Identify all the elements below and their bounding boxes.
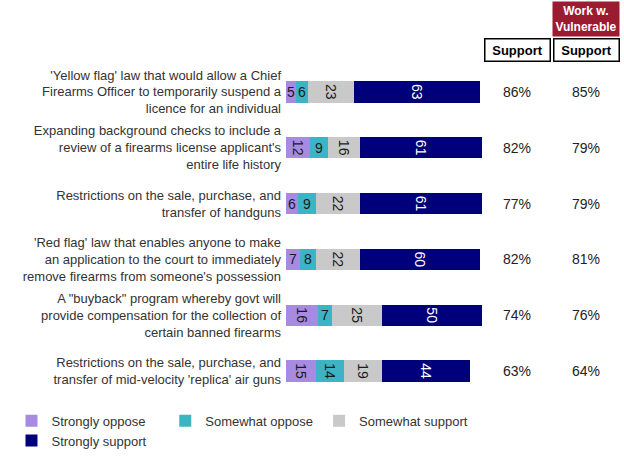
svg-text:63%: 63% bbox=[503, 363, 531, 379]
svg-text:7: 7 bbox=[321, 307, 329, 323]
svg-text:9: 9 bbox=[303, 196, 311, 212]
svg-text:85%: 85% bbox=[572, 84, 600, 100]
svg-text:60: 60 bbox=[412, 252, 428, 268]
svg-text:Somewhat oppose: Somewhat oppose bbox=[205, 414, 313, 429]
svg-text:Work w.Vulnerable: Work w.Vulnerable bbox=[555, 4, 616, 34]
svg-text:79%: 79% bbox=[572, 140, 600, 156]
svg-text:64%: 64% bbox=[572, 363, 600, 379]
svg-text:86%: 86% bbox=[503, 84, 531, 100]
svg-text:61: 61 bbox=[413, 140, 429, 156]
svg-text:22: 22 bbox=[330, 196, 346, 212]
svg-text:6: 6 bbox=[298, 84, 306, 100]
svg-text:Expanding background checks to: Expanding background checks to include a… bbox=[34, 123, 282, 172]
svg-text:63: 63 bbox=[409, 84, 425, 100]
svg-text:Strongly support: Strongly support bbox=[51, 434, 146, 449]
svg-text:8: 8 bbox=[304, 251, 312, 267]
svg-text:23: 23 bbox=[323, 84, 339, 100]
svg-text:12: 12 bbox=[290, 140, 306, 156]
svg-text:19: 19 bbox=[355, 363, 371, 379]
svg-text:16: 16 bbox=[294, 307, 310, 323]
svg-text:61: 61 bbox=[413, 196, 429, 212]
svg-text:14: 14 bbox=[322, 363, 338, 379]
svg-text:'Red flag' law that enables an: 'Red flag' law that enables anyone to ma… bbox=[23, 235, 282, 284]
svg-text:77%: 77% bbox=[503, 196, 531, 212]
svg-text:76%: 76% bbox=[572, 307, 600, 323]
svg-text:22: 22 bbox=[330, 252, 346, 268]
svg-text:Restrictions on the sale, purc: Restrictions on the sale, purchase, andt… bbox=[54, 355, 282, 387]
svg-text:Support: Support bbox=[492, 43, 542, 58]
svg-text:Restrictions on the sale, purc: Restrictions on the sale, purchase, andt… bbox=[56, 188, 281, 220]
svg-text:Somewhat support: Somewhat support bbox=[359, 414, 468, 429]
svg-text:74%: 74% bbox=[503, 307, 531, 323]
svg-text:82%: 82% bbox=[503, 140, 531, 156]
svg-text:81%: 81% bbox=[572, 251, 600, 267]
svg-text:6: 6 bbox=[288, 196, 296, 212]
svg-text:44: 44 bbox=[418, 363, 434, 379]
svg-text:5: 5 bbox=[287, 84, 295, 100]
svg-text:9: 9 bbox=[315, 140, 323, 156]
svg-text:Support: Support bbox=[561, 43, 611, 58]
svg-text:79%: 79% bbox=[572, 196, 600, 212]
svg-text:7: 7 bbox=[289, 251, 297, 267]
svg-text:50: 50 bbox=[424, 307, 440, 323]
svg-text:A "buyback" program whereby go: A "buyback" program whereby govt willpro… bbox=[41, 291, 281, 340]
svg-text:82%: 82% bbox=[503, 251, 531, 267]
svg-text:16: 16 bbox=[336, 140, 352, 156]
svg-text:'Yellow flag' law that would a: 'Yellow flag' law that would allow a Chi… bbox=[42, 68, 282, 117]
svg-text:Strongly oppose: Strongly oppose bbox=[51, 414, 145, 429]
svg-text:15: 15 bbox=[293, 363, 309, 379]
svg-text:25: 25 bbox=[349, 307, 365, 323]
